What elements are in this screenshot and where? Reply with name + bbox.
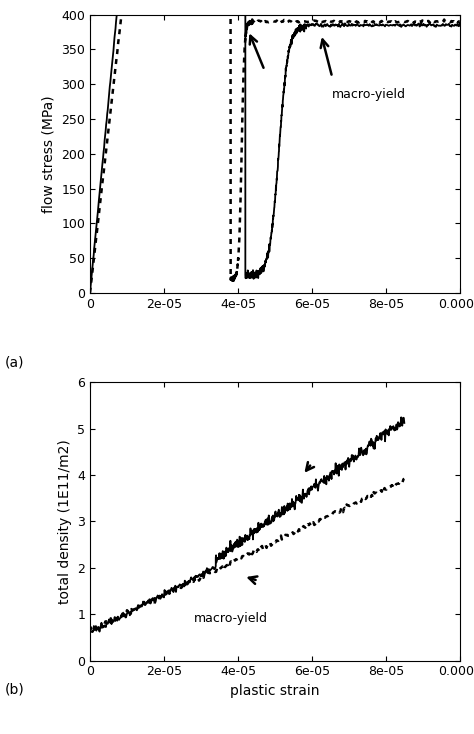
- Text: macro-yield: macro-yield: [193, 612, 268, 625]
- Text: macro-yield: macro-yield: [332, 88, 406, 101]
- X-axis label: plastic strain: plastic strain: [230, 684, 319, 698]
- Text: (b): (b): [5, 683, 25, 697]
- Y-axis label: total density (1E11/m2): total density (1E11/m2): [58, 439, 72, 604]
- Y-axis label: flow stress (MPa): flow stress (MPa): [42, 95, 56, 213]
- Text: (a): (a): [5, 356, 24, 370]
